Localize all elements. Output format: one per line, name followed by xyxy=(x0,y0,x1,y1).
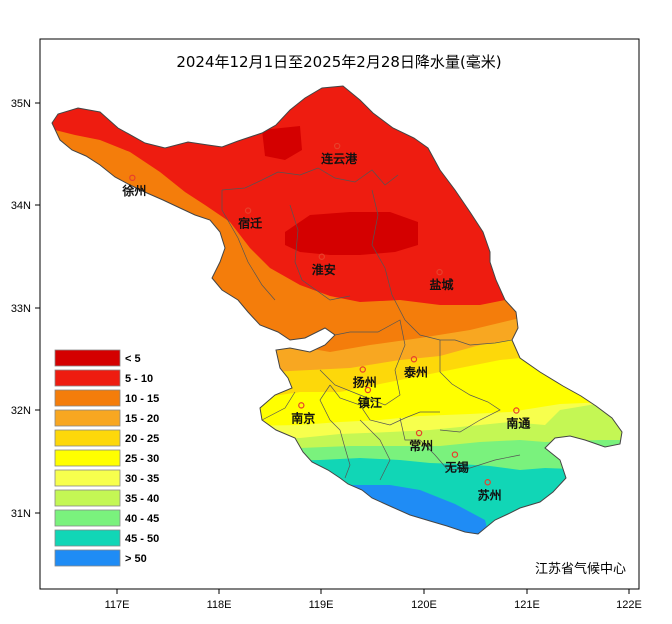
legend-swatch xyxy=(54,489,121,507)
legend-swatch xyxy=(54,429,121,447)
city-dot xyxy=(359,366,366,373)
city-label: 苏州 xyxy=(478,487,502,502)
legend-swatch xyxy=(54,469,121,487)
legend-swatch xyxy=(54,529,121,547)
city-dot xyxy=(436,268,443,276)
legend-label: 40 - 45 xyxy=(125,513,159,525)
x-tick-118e: 118E xyxy=(207,599,232,611)
y-tick-35n: 35N xyxy=(11,98,31,110)
legend-label: 5 - 10 xyxy=(125,373,153,385)
legend-label: > 50 xyxy=(125,553,147,565)
city-label: 连云港 xyxy=(321,151,358,166)
legend-label: 45 - 50 xyxy=(125,533,159,545)
band-lt5-north xyxy=(262,126,302,160)
legend-swatch xyxy=(54,389,121,407)
legend-label: 25 - 30 xyxy=(125,453,159,465)
city-label: 徐州 xyxy=(121,183,146,198)
city-dot xyxy=(364,386,372,394)
map-title: 2024年12月1日至2025年2月28日降水量(毫米) xyxy=(176,53,501,71)
city-label: 镇江 xyxy=(358,395,382,410)
x-tick-120e: 120E xyxy=(411,599,437,611)
legend-swatch xyxy=(54,369,121,387)
credit-text: 江苏省气候中心 xyxy=(535,561,626,577)
prefecture-boundaries xyxy=(221,167,521,481)
city-dot xyxy=(244,207,252,214)
city-label: 无锡 xyxy=(444,460,469,475)
x-axis-labels: 117E 118E 119E 120E 121E 122E xyxy=(105,599,642,611)
legend-label: 35 - 40 xyxy=(125,493,159,505)
city-label: 常州 xyxy=(409,438,433,453)
legend-swatch xyxy=(54,349,121,367)
legend-label: < 5 xyxy=(125,353,141,365)
x-tick-117e: 117E xyxy=(105,599,130,611)
legend-swatch xyxy=(54,449,121,467)
city-dot xyxy=(484,479,491,486)
city-dot xyxy=(129,174,136,182)
y-tick-32n: 32N xyxy=(11,405,31,417)
legend: < 5 5 - 10 10 - 15 15 - 20 20 - 25 25 - 30 30 … xyxy=(54,349,159,567)
legend-swatch xyxy=(54,409,121,427)
legend-label: 10 - 15 xyxy=(125,393,159,405)
city-dot xyxy=(333,142,341,150)
y-tick-33n: 33N xyxy=(11,303,31,315)
y-tick-34n: 34N xyxy=(11,200,31,212)
x-tick-121e: 121E xyxy=(514,599,540,611)
legend-swatch xyxy=(54,549,121,567)
city-label: 扬州 xyxy=(353,375,377,390)
city-dot xyxy=(415,429,423,437)
axis-ticks xyxy=(35,102,630,594)
city-label: 南京 xyxy=(291,410,315,425)
y-axis-labels: 35N 34N 33N 32N 31N xyxy=(11,98,31,520)
band-lt5-central xyxy=(285,212,418,255)
city-dot xyxy=(318,253,325,260)
city-label: 南通 xyxy=(506,416,530,431)
city-dot xyxy=(513,407,520,414)
y-tick-31n: 31N xyxy=(11,508,31,520)
city-dot xyxy=(410,356,418,363)
legend-label: 30 - 35 xyxy=(125,473,159,485)
city-label: 淮安 xyxy=(312,262,336,277)
city-label: 泰州 xyxy=(403,364,428,379)
city-label: 宿迁 xyxy=(238,216,262,231)
legend-label: 20 - 25 xyxy=(125,433,159,445)
legend-swatch xyxy=(54,509,121,527)
city-dot xyxy=(298,402,305,409)
city-label: 盐城 xyxy=(430,277,454,292)
x-tick-119e: 119E xyxy=(309,599,334,611)
x-tick-122e: 122E xyxy=(616,599,642,611)
legend-label: 15 - 20 xyxy=(125,413,159,425)
city-dot xyxy=(451,451,459,458)
